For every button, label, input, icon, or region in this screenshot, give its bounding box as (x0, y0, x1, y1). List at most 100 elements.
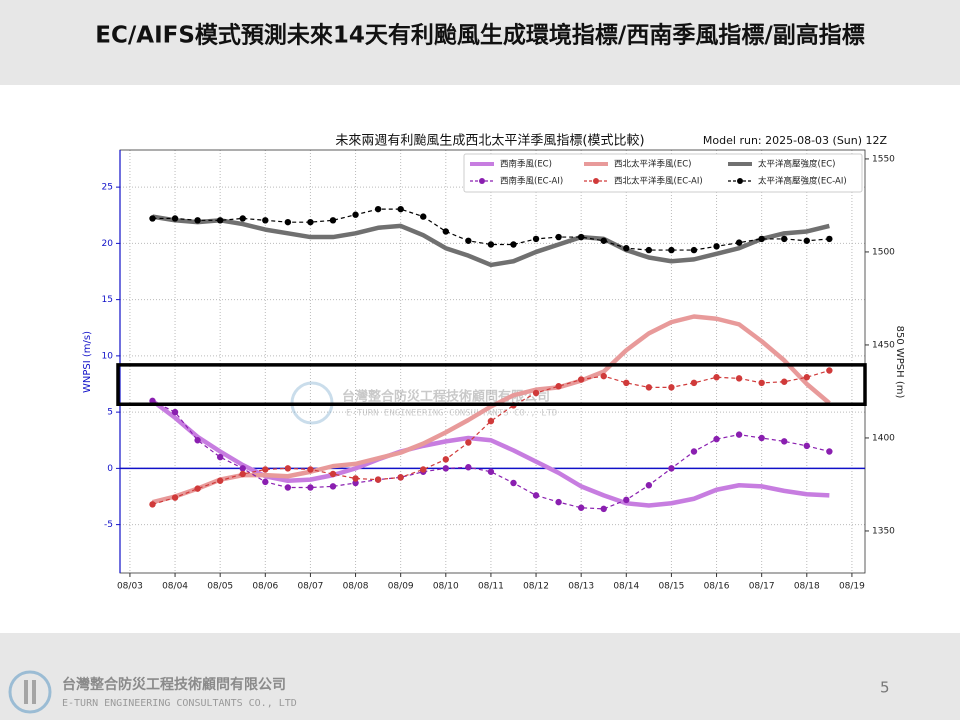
series-dot (239, 470, 246, 478)
x-tick-label: 08/07 (297, 582, 323, 592)
series-dot (194, 437, 201, 444)
series-dot (555, 498, 562, 506)
series-dot (577, 504, 585, 511)
series-dot (668, 246, 675, 254)
legend-label: 西北太平洋季風(EC-AI) (614, 176, 703, 187)
series-dot (352, 211, 359, 218)
series (152, 214, 830, 268)
x-tick-label: 08/12 (523, 582, 549, 592)
series-dot (284, 465, 292, 472)
series-dot (532, 492, 540, 499)
series-dot (442, 228, 449, 235)
y-tick-label: 25 (102, 183, 113, 193)
series-dot (713, 374, 720, 381)
series-dot (465, 237, 472, 244)
series-dot (600, 372, 607, 380)
x-tick-label: 08/05 (207, 582, 233, 592)
x-tick-label: 08/09 (388, 582, 414, 592)
series-dot (555, 383, 562, 390)
x-tick-label: 08/06 (252, 582, 278, 592)
series-dot (487, 241, 495, 248)
series-dot (645, 384, 653, 391)
x-tick-label: 08/08 (343, 582, 369, 592)
series-dot (577, 376, 585, 383)
series-dot (690, 448, 698, 455)
series (151, 314, 831, 505)
series-dot (735, 375, 743, 382)
series-dot (239, 465, 246, 472)
legend-label: 西南季風(EC-AI) (500, 176, 563, 187)
plot: 08/03 08/04 08/05 08/06 08/07 08/08 08/09 08/10… (102, 149, 895, 592)
series-dot (262, 466, 269, 473)
series-dot (465, 439, 472, 446)
y2-tick-label: 1550 (872, 154, 895, 164)
legend: 西南季風(EC) 西北太平洋季風(EC) 太平洋高壓強度(EC) 西南季風(EC-AI… (463, 153, 863, 193)
y2-tick-label: 1500 (872, 247, 895, 257)
series-dot (194, 485, 201, 492)
y-tick-label: 5 (107, 408, 113, 418)
series-dot (758, 235, 765, 243)
series-dot (216, 217, 224, 224)
x-tick-label: 08/18 (794, 582, 820, 592)
series (149, 205, 833, 254)
legend-swatch-dot (737, 178, 743, 184)
footer-band (0, 633, 960, 720)
series-dot (803, 442, 810, 450)
series-dot (735, 239, 743, 246)
legend-label: 西北太平洋季風(EC) (614, 159, 691, 170)
series-dot (239, 215, 246, 222)
series-dot (645, 246, 653, 254)
series-dot (216, 477, 224, 484)
series-dot (735, 431, 743, 438)
series-dot (690, 246, 698, 254)
series-dot (577, 233, 585, 241)
series-dot (352, 479, 359, 487)
series-dot (329, 217, 337, 224)
legend-swatch-dot (593, 178, 599, 184)
series-line (151, 314, 831, 505)
legend-box (463, 153, 863, 193)
footer-logo (8, 670, 52, 714)
series-dot (600, 237, 607, 244)
series-dot (307, 466, 314, 473)
series-dot (487, 417, 495, 425)
series-dot (555, 233, 562, 241)
y-tick-label: 0 (107, 464, 113, 474)
series-dot (532, 389, 540, 397)
series-dot (623, 245, 630, 252)
y-axis-label: WNPSI (m/s) (82, 331, 93, 393)
series-line (152, 214, 830, 268)
series-dot (758, 434, 765, 442)
series-dot (758, 379, 765, 387)
series-dot (420, 213, 427, 220)
series-dot (171, 494, 179, 501)
series-dot (487, 468, 495, 475)
series-dot (329, 483, 337, 490)
y-tick-label: -5 (104, 520, 113, 530)
series-dot (397, 205, 404, 213)
y2-axis-label: 850 WPSH (m) (894, 326, 905, 399)
x-tick-label: 08/10 (433, 582, 459, 592)
watermark-text-en: E-TURN ENGINEERING CONSULTANTS CO., LTD (346, 409, 557, 419)
legend-swatch-dot (479, 178, 485, 184)
highlight-box (116, 363, 867, 406)
series-dot (645, 482, 653, 489)
series-dot (171, 408, 179, 416)
watermark-text: 台灣整合防災工程技術顧問有限公司 (342, 389, 550, 405)
series-dot (803, 374, 810, 381)
series-dot (713, 243, 720, 250)
series-dot (307, 218, 314, 226)
series-dot (510, 241, 517, 248)
series-dot (397, 474, 404, 481)
series-dot (826, 448, 833, 455)
y-tick-label: 15 (102, 295, 113, 305)
series-dot (826, 367, 833, 374)
series-dot (623, 379, 630, 387)
plot-frame (119, 149, 866, 574)
series-dot (420, 466, 427, 473)
series-dot (442, 456, 449, 463)
series-dot (826, 235, 833, 243)
series-dot (216, 453, 224, 461)
series-dot (149, 215, 156, 222)
